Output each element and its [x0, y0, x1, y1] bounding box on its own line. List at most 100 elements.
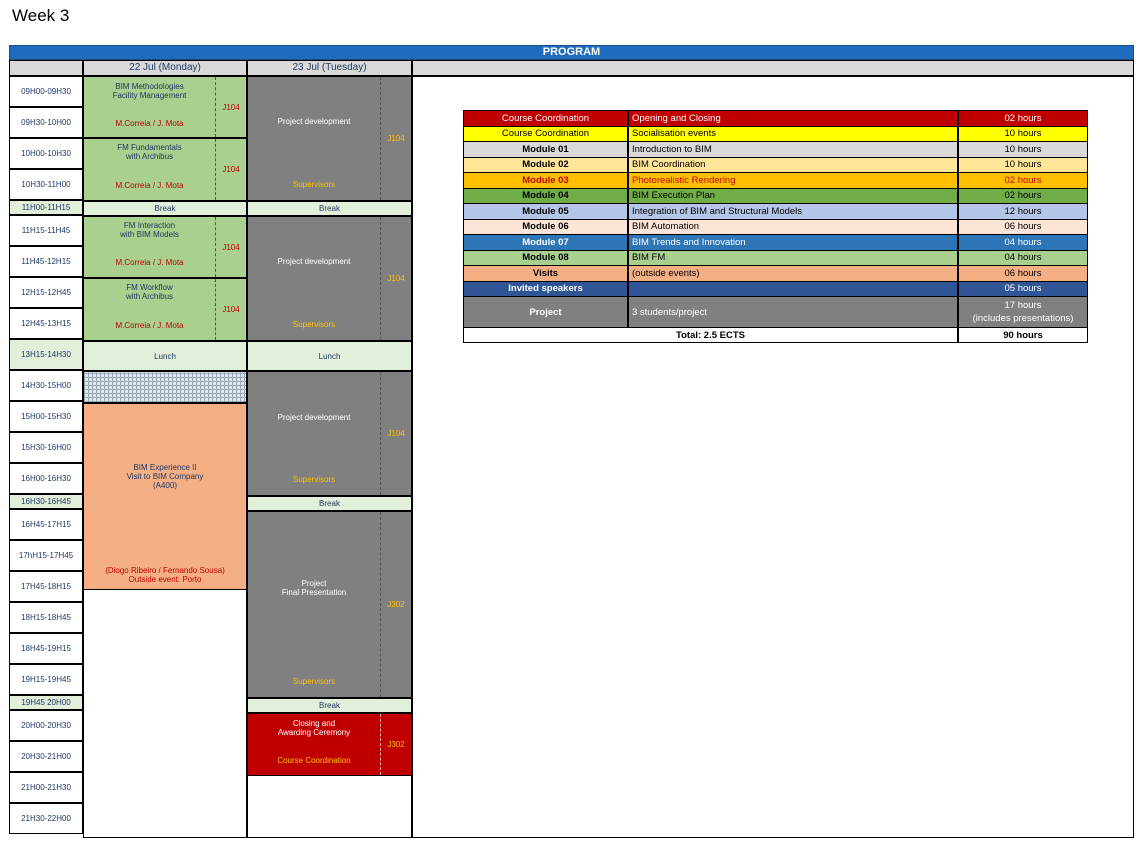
tuesday-project-development-3: Project development Supervisors J104 — [247, 371, 412, 496]
monday-session-fm-workflow: FM Workflow with Archibus M.Correia / J.… — [83, 278, 247, 341]
tuesday-break-3: Break — [247, 698, 412, 713]
presentation-title-line2: Final Presentation — [281, 588, 347, 597]
session-room: J104 — [215, 279, 246, 340]
session-room: J104 — [215, 217, 246, 277]
summary-hours-line1: 17 hours — [1004, 300, 1042, 311]
monday-lunch: Lunch — [83, 341, 247, 371]
summary-module: Module 03 — [463, 173, 628, 189]
summary-row: Module 06 BIM Automation 06 hours — [463, 219, 1088, 235]
tuesday-project-development-2: Project development Supervisors J104 — [247, 216, 412, 341]
summary-row: Course Coordination Opening and Closing 02… — [463, 111, 1088, 127]
summary-module: Visits — [463, 266, 628, 282]
summary-description: BIM Execution Plan — [628, 188, 958, 204]
visit-line1: BIM Experience II — [133, 463, 197, 472]
summary-row: Visits (outside events) 06 hours — [463, 266, 1088, 282]
summary-description: BIM Trends and Innovation — [628, 235, 958, 251]
sheet-title: Week 3 — [12, 6, 70, 25]
project-title: Project development — [277, 117, 351, 126]
summary-module: Module 04 — [463, 188, 628, 204]
summary-row: Invited speakers 05 hours — [463, 281, 1088, 297]
monday-session-fm-fundamentals: FM Fundamentals with Archibus M.Correia … — [83, 138, 247, 201]
session-room: J104 — [215, 77, 246, 137]
summary-module: Course Coordination — [463, 111, 628, 127]
tuesday-break-2: Break — [247, 496, 412, 511]
header-day-tuesday: 23 Jul (Tuesday) — [247, 60, 412, 76]
summary-row-project: Project 3 students/project 17 hours (includ… — [463, 297, 1088, 328]
summary-hours: 10 hours — [958, 157, 1088, 173]
time-slot: 17H45-18H15 — [9, 571, 83, 602]
summary-hours: 10 hours — [958, 126, 1088, 142]
time-slot: 18H15-18H45 — [9, 602, 83, 633]
summary-hours: 05 hours — [958, 281, 1088, 297]
summary-hours: 02 hours — [958, 111, 1088, 127]
time-slot: 11H45-12H15 — [9, 246, 83, 277]
program-title: PROGRAM — [9, 45, 1134, 60]
summary-description — [628, 281, 958, 297]
closing-title-line1: Closing and — [292, 719, 336, 728]
monday-break: Break — [83, 201, 247, 216]
time-slot: 12H45-13H15 — [9, 308, 83, 339]
visit-line2: Visit to BIM Company — [126, 472, 204, 481]
time-slot: 11H15-11H45 — [9, 215, 83, 246]
time-slot: 21H00-21H30 — [9, 772, 83, 803]
summary-description: Photorealistic Rendering — [628, 173, 958, 189]
session-presenters: M.Correia / J. Mota — [115, 181, 184, 190]
tuesday-break-1: Break — [247, 201, 412, 216]
project-supervisors: Supervisors — [292, 180, 336, 189]
presentation-title-line1: Project — [301, 579, 327, 588]
notes-area — [412, 76, 1134, 838]
summary-total-row: Total: 2.5 ECTS 90 hours — [463, 328, 1088, 343]
monday-free-slot — [83, 371, 247, 403]
time-slot: 16H30-16H45 — [9, 494, 83, 509]
summary-description: Socialisation events — [628, 126, 958, 142]
session-presenters: M.Correia / J. Mota — [115, 321, 184, 330]
visit-people: (Diogo Ribeiro / Fernando Sousa) — [105, 566, 225, 575]
session-title-line1: BIM Methodologies — [115, 82, 184, 91]
time-slot: 18H45-19H15 — [9, 633, 83, 664]
tuesday-project-development-1: Project development Supervisors J104 — [247, 76, 412, 201]
summary-row: Module 04 BIM Execution Plan 02 hours — [463, 188, 1088, 204]
time-slot: 14H30-15H00 — [9, 370, 83, 401]
summary-total-hours: 90 hours — [958, 328, 1088, 343]
session-title-line2: Facility Management — [112, 91, 187, 100]
time-slot: 09H00-09H30 — [9, 76, 83, 107]
summary-hours: 04 hours — [958, 235, 1088, 251]
time-slot: 11H00-11H15 — [9, 200, 83, 215]
session-room: J104 — [215, 139, 246, 200]
project-room: J104 — [380, 217, 411, 340]
session-title-line2: with Archibus — [125, 152, 174, 161]
summary-description: (outside events) — [628, 266, 958, 282]
time-slot: 09H30-10H00 — [9, 107, 83, 138]
summary-module: Module 08 — [463, 250, 628, 266]
monday-session-bim-methodologies: BIM Methodologies Facility Management M.… — [83, 76, 247, 138]
time-slot: 20H30-21H00 — [9, 741, 83, 772]
tuesday-lunch: Lunch — [247, 341, 412, 371]
session-title-line2: with Archibus — [125, 292, 174, 301]
summary-hours: 12 hours — [958, 204, 1088, 220]
visit-note: Outside event: Porto — [128, 575, 202, 584]
summary-hours: 02 hours — [958, 173, 1088, 189]
session-title-line2: with BIM Models — [120, 230, 179, 239]
closing-organizer: Course Coordination — [277, 756, 351, 765]
project-supervisors: Supervisors — [292, 320, 336, 329]
monday-session-fm-interaction: FM Interaction with BIM Models M.Correia… — [83, 216, 247, 278]
summary-module: Module 06 — [463, 219, 628, 235]
summary-description: BIM FM — [628, 250, 958, 266]
session-presenters: M.Correia / J. Mota — [115, 119, 184, 128]
monday-visit-bim-company: BIM Experience II Visit to BIM Company (… — [83, 403, 247, 590]
summary-module: Invited speakers — [463, 281, 628, 297]
summary-description: Opening and Closing — [628, 111, 958, 127]
summary-module: Project — [463, 297, 628, 328]
summary-hours-line2: (includes presentations) — [972, 313, 1074, 324]
time-slot: 15H30-16H00 — [9, 432, 83, 463]
summary-table-top-border — [463, 110, 1088, 111]
summary-hours: 04 hours — [958, 250, 1088, 266]
summary-module: Module 07 — [463, 235, 628, 251]
summary-row: Module 01 Introduction to BIM 10 hours — [463, 142, 1088, 158]
header-day-monday: 22 Jul (Monday) — [83, 60, 247, 76]
visit-line3: (A400) — [152, 481, 177, 490]
summary-description: BIM Automation — [628, 219, 958, 235]
closing-room: J302 — [380, 714, 411, 775]
summary-module: Module 01 — [463, 142, 628, 158]
closing-title-line2: Awarding Ceremony — [277, 728, 351, 737]
